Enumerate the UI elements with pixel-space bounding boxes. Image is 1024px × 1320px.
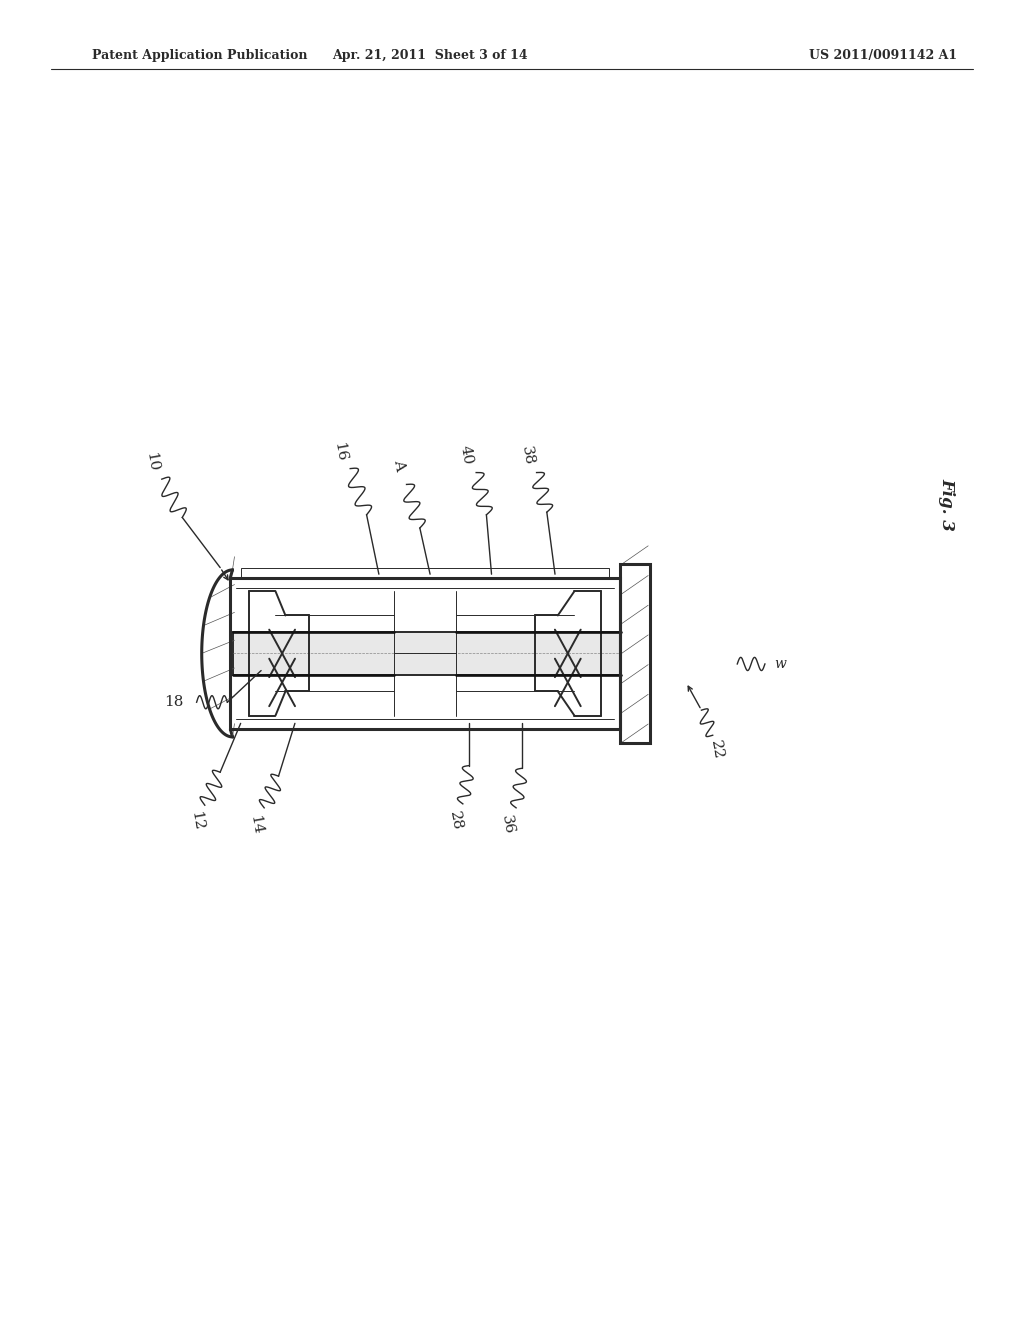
Bar (620, 565, 650, 742)
Text: US 2011/0091142 A1: US 2011/0091142 A1 (809, 49, 957, 62)
Text: 40: 40 (458, 445, 474, 466)
Text: 14: 14 (248, 814, 264, 836)
Text: Fig. 3: Fig. 3 (939, 478, 955, 531)
Text: 16: 16 (332, 441, 348, 462)
Text: 18: 18 (165, 696, 183, 709)
Text: 10: 10 (143, 451, 160, 473)
Text: 38: 38 (519, 445, 536, 466)
Bar (233, 632, 621, 675)
Text: 12: 12 (188, 810, 205, 832)
Text: Apr. 21, 2011  Sheet 3 of 14: Apr. 21, 2011 Sheet 3 of 14 (332, 49, 528, 62)
Text: 28: 28 (447, 810, 464, 832)
Text: Patent Application Publication: Patent Application Publication (92, 49, 307, 62)
Text: w: w (774, 657, 786, 671)
Text: A: A (391, 458, 408, 471)
Bar (230, 578, 620, 729)
Text: 36: 36 (500, 814, 516, 836)
Bar (241, 568, 609, 578)
Text: 22: 22 (709, 739, 725, 760)
